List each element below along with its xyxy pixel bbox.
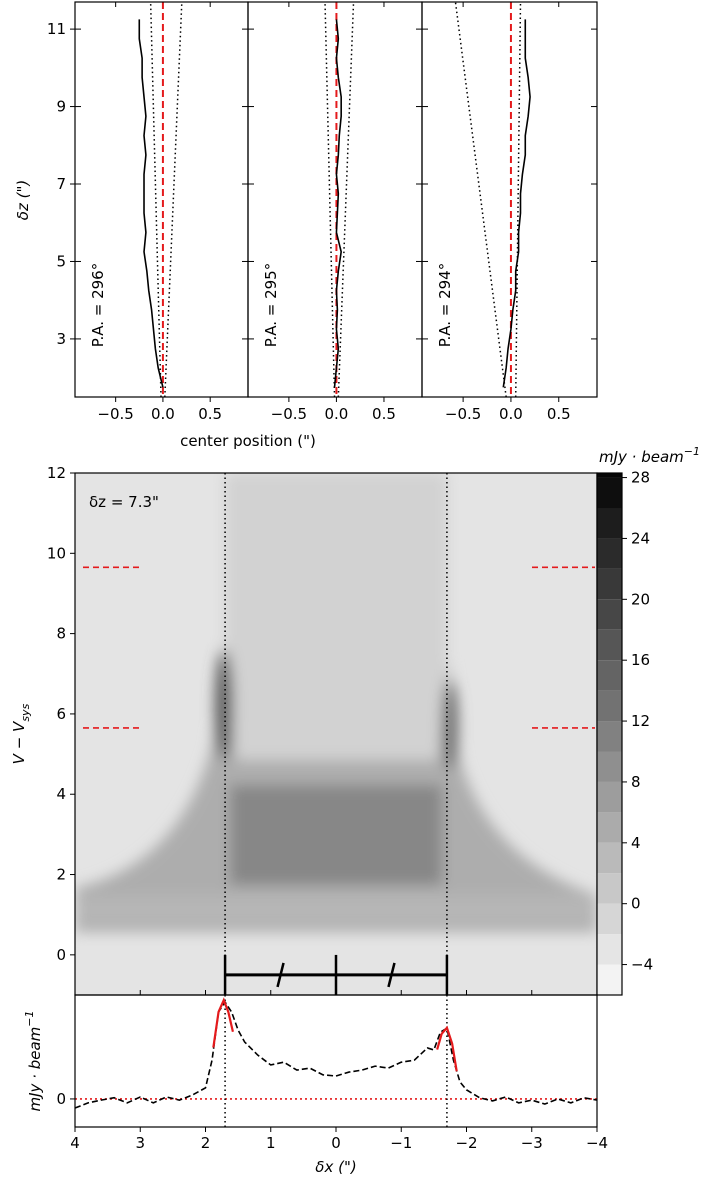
- colorbar-frame: [596, 472, 623, 996]
- x-tick-label: 0.0: [324, 405, 348, 423]
- annotation: P.A. = 294°: [436, 263, 454, 347]
- annotation: P.A. = 296°: [89, 263, 107, 347]
- y-tick-label: 7: [56, 175, 66, 193]
- colorbar-band: [597, 538, 622, 569]
- x-tick-label: −0.5: [271, 405, 307, 423]
- colorbar-band: [597, 660, 622, 691]
- axis-label: mJy · beam−1: [599, 445, 700, 466]
- y-tick-label: 6: [56, 705, 66, 723]
- bound-line: [514, 1, 522, 398]
- bound-line: [164, 1, 183, 398]
- x-tick-label: 0.0: [499, 405, 523, 423]
- pv-image: [75, 473, 597, 995]
- bound-line: [149, 1, 162, 398]
- annotation: δz = 7.3": [89, 493, 159, 511]
- colorbar-band: [597, 781, 622, 813]
- x-axis-label: center position ("): [180, 432, 316, 450]
- profile-frame: [74, 994, 598, 1128]
- colorbar-tick-label: 4: [631, 834, 641, 852]
- x-tick-label: 0.5: [372, 405, 396, 423]
- x-tick-label: −1: [390, 1134, 412, 1152]
- y-tick-label: 10: [47, 544, 66, 562]
- colorbar-band: [597, 473, 622, 478]
- colorbar-band: [597, 751, 622, 782]
- colorbar-band: [597, 477, 622, 509]
- bound-line: [454, 1, 507, 398]
- y-tick-label: 11: [47, 20, 66, 38]
- colorbar-band: [597, 599, 622, 630]
- label-main: V − V: [10, 720, 28, 764]
- x-tick-label: 1: [266, 1134, 276, 1152]
- y-tick-label: 8: [56, 625, 66, 643]
- x-tick-label: −3: [521, 1134, 543, 1152]
- profile-line: [74, 1000, 598, 1109]
- colorbar-tick-label: 16: [631, 651, 650, 669]
- colorbar-band: [597, 903, 622, 935]
- x-tick-label: 2: [201, 1134, 211, 1152]
- y-axis-label: δz ("): [14, 180, 32, 220]
- annotation: P.A. = 295°: [262, 263, 280, 347]
- y-tick-label: 0: [56, 1090, 66, 1108]
- label-sup: −1: [23, 1011, 36, 1027]
- colorbar-band: [597, 568, 622, 600]
- x-tick-label: 0.5: [198, 405, 222, 423]
- axis-label: V − Vsys: [10, 703, 32, 764]
- colorbar-band: [597, 873, 622, 904]
- label-main: mJy · beam: [599, 448, 684, 466]
- profile-line: [436, 1025, 458, 1072]
- profile-line: [212, 997, 234, 1048]
- colorbar-band: [597, 934, 622, 965]
- x-tick-label: 3: [135, 1134, 145, 1152]
- x-tick-label: −2: [455, 1134, 477, 1152]
- x-tick-label: −0.5: [445, 405, 481, 423]
- scale-bar-slash: [276, 962, 285, 988]
- colorbar-tick-label: 20: [631, 590, 650, 608]
- panel-frame: [421, 1, 598, 398]
- colorbar-tick-label: 28: [631, 469, 650, 487]
- colorbar-band: [597, 629, 622, 661]
- profile-line: [138, 19, 164, 388]
- profile-line: [502, 19, 531, 388]
- colorbar-tick-label: 24: [631, 529, 650, 547]
- colorbar-band: [597, 842, 622, 874]
- colorbar-band: [597, 508, 622, 539]
- colorbar-tick-label: 12: [631, 712, 650, 730]
- label-sup: −1: [684, 445, 700, 458]
- x-tick-label: 4: [70, 1134, 80, 1152]
- x-tick-label: 0.5: [547, 405, 571, 423]
- colorbar-tick-label: −4: [631, 956, 653, 974]
- bound-line: [324, 1, 336, 398]
- x-tick-label: 0.0: [151, 405, 175, 423]
- colorbar-tick-label: 8: [631, 773, 641, 791]
- axis-label: mJy · beam−1: [23, 1011, 44, 1112]
- profile-line: [333, 19, 342, 388]
- colorbar-band: [597, 721, 622, 752]
- colorbar-tick-label: 0: [631, 895, 641, 913]
- label-main: mJy · beam: [26, 1027, 44, 1112]
- x-axis-label: δx ("): [315, 1158, 356, 1176]
- y-tick-label: 2: [56, 866, 66, 884]
- colorbar-band: [597, 812, 622, 843]
- y-tick-label: 5: [56, 252, 66, 270]
- y-tick-label: 12: [47, 464, 66, 482]
- y-tick-label: 3: [56, 330, 66, 348]
- bound-line: [337, 1, 355, 398]
- y-tick-label: 4: [56, 785, 66, 803]
- x-tick-label: 0: [331, 1134, 341, 1152]
- y-tick-label: 9: [56, 98, 66, 116]
- x-tick-label: −0.5: [97, 405, 133, 423]
- x-tick-label: −4: [586, 1134, 608, 1152]
- colorbar-band: [597, 690, 622, 722]
- y-tick-label: 0: [56, 946, 66, 964]
- label-sub: sys: [19, 703, 32, 721]
- colorbar-band: [597, 964, 622, 995]
- scale-bar-slash: [387, 962, 396, 988]
